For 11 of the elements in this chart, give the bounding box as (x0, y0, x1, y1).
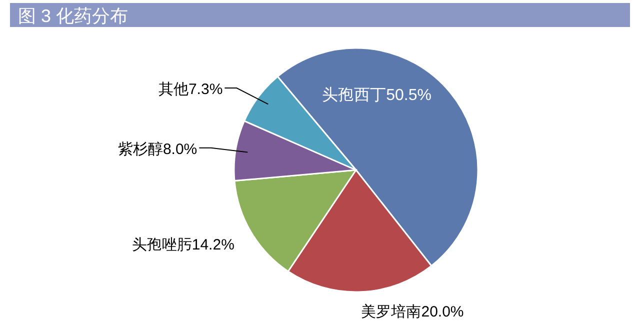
slice-label: 紫杉醇 (118, 140, 163, 158)
data-label: 14.2% (192, 236, 234, 254)
data-label: 7.3% (188, 81, 223, 98)
slice-label: 其他 (158, 81, 188, 98)
slice-label: 头孢唑肟 (132, 236, 192, 254)
data-label: 8.0% (162, 140, 198, 158)
data-label: 20.0% (421, 304, 464, 321)
slice-label: 美罗培南 (361, 304, 422, 321)
data-label: 50.5% (386, 86, 432, 104)
slice-label: 头孢西丁 (322, 86, 386, 104)
chart-title: 图 3 化药分布 (18, 6, 128, 26)
